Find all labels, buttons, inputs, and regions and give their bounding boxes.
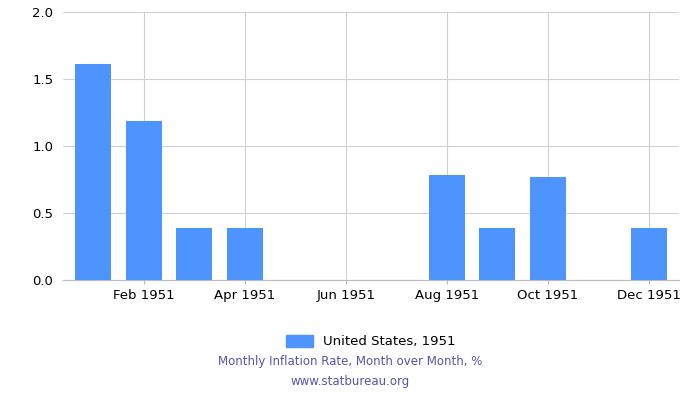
Bar	[125, 120, 162, 280]
Bar	[428, 176, 465, 280]
Bar	[227, 228, 263, 280]
Bar	[75, 64, 111, 280]
Text: www.statbureau.org: www.statbureau.org	[290, 376, 410, 388]
Bar	[529, 177, 566, 280]
Legend: United States, 1951: United States, 1951	[281, 330, 461, 354]
Bar	[176, 228, 213, 280]
Text: Monthly Inflation Rate, Month over Month, %: Monthly Inflation Rate, Month over Month…	[218, 356, 482, 368]
Bar	[631, 228, 667, 280]
Bar	[479, 228, 515, 280]
